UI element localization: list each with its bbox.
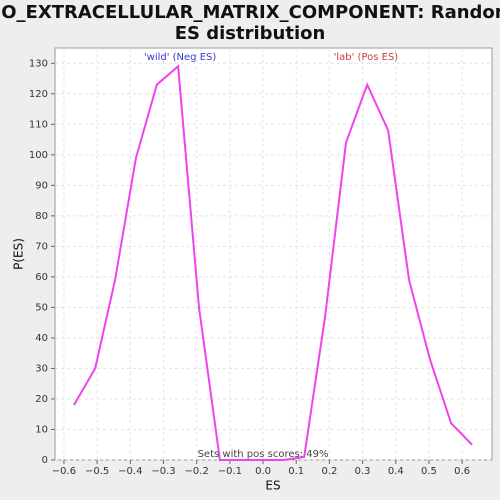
x-tick-label: 0.3	[355, 466, 371, 477]
x-tick-label: −0.4	[118, 466, 142, 477]
annotation: 'wild' (Neg ES)	[144, 52, 216, 63]
y-tick-label: 70	[35, 241, 48, 252]
y-tick-label: 30	[35, 363, 48, 374]
y-tick-label: 60	[35, 272, 48, 283]
y-tick-label: 50	[35, 302, 48, 313]
x-tick-label: −0.3	[151, 466, 175, 477]
x-tick-label: −0.1	[218, 466, 242, 477]
x-tick-label: 0.4	[388, 466, 404, 477]
y-tick-label: 20	[35, 394, 48, 405]
y-tick-label: 130	[29, 58, 48, 69]
x-tick-label: −0.5	[85, 466, 109, 477]
y-tick-label: 90	[35, 180, 48, 191]
x-tick-label: −0.2	[185, 466, 209, 477]
chart-title: ES distribution	[175, 23, 326, 44]
y-tick-label: 40	[35, 333, 48, 344]
chart-title: GO_EXTRACELLULAR_MATRIX_COMPONENT: Rando…	[0, 2, 500, 23]
y-tick-label: 110	[29, 119, 48, 130]
x-tick-label: 0.2	[321, 466, 337, 477]
x-tick-label: 0.6	[454, 466, 470, 477]
y-axis-label: P(ES)	[12, 238, 26, 270]
y-tick-label: 0	[42, 455, 48, 466]
x-tick-label: 0.0	[255, 466, 271, 477]
y-tick-label: 80	[35, 211, 48, 222]
annotation: 'lab' (Pos ES)	[334, 52, 399, 63]
x-tick-label: 0.5	[421, 466, 437, 477]
y-tick-label: 120	[29, 89, 48, 100]
annotation: Sets with pos scores: 49%	[198, 449, 329, 460]
x-tick-label: 0.1	[288, 466, 304, 477]
x-axis-label: ES	[265, 479, 280, 493]
y-tick-label: 100	[29, 150, 48, 161]
line	[73, 64, 473, 461]
x-tick-label: −0.6	[52, 466, 76, 477]
plot-area	[54, 47, 493, 461]
y-tick-label: 10	[35, 424, 48, 435]
